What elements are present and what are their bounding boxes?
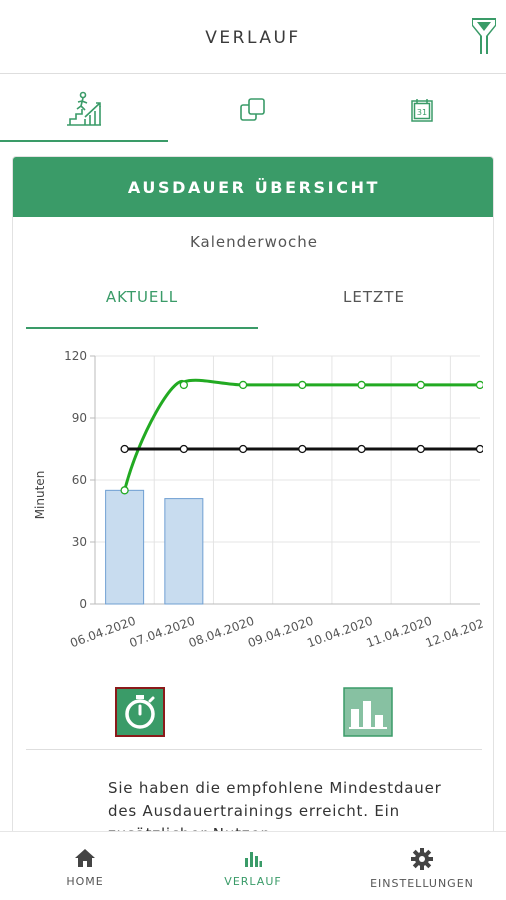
- page-title: VERLAUF: [205, 28, 301, 48]
- segment-current[interactable]: AKTUELL: [26, 273, 258, 329]
- stairs-growth-icon: [67, 91, 101, 126]
- tab-overview[interactable]: [169, 75, 337, 145]
- x-tick-label: 08.04.2020: [187, 614, 256, 651]
- segment-last[interactable]: LETZTE: [343, 288, 405, 306]
- copy-squares-icon: [240, 98, 265, 121]
- data-point: [357, 380, 366, 390]
- bar-chart-icon: [245, 852, 262, 867]
- x-tick-label: 09.04.2020: [246, 614, 315, 651]
- data-point: [475, 380, 483, 390]
- bar-chart-icon: [343, 687, 393, 737]
- bar: [164, 498, 204, 605]
- bar: [105, 489, 145, 605]
- data-point: [179, 380, 188, 390]
- y-tick-label: 90: [72, 411, 87, 425]
- bottom-navigation: HOME VERLAUF EINSTELLUNGEN: [0, 831, 506, 900]
- data-point: [120, 486, 129, 495]
- card-subtitle: Kalenderwoche: [189, 233, 318, 251]
- endurance-overview-card: AUSDAUER ÜBERSICHT Kalenderwoche AKTUELL…: [12, 156, 494, 846]
- data-point: [238, 380, 248, 390]
- top-app-bar: VERLAUF: [0, 0, 506, 74]
- data-point: [238, 444, 248, 454]
- data-point: [475, 444, 483, 454]
- data-point: [120, 444, 129, 454]
- tab-progress[interactable]: [0, 75, 168, 145]
- bar-chart-button[interactable]: [343, 687, 393, 737]
- gear-icon: [411, 848, 433, 870]
- tab-calendar[interactable]: 31: [338, 75, 506, 145]
- y-tick-label: 0: [79, 597, 87, 611]
- data-point: [357, 444, 366, 454]
- x-tick-label: 06.04.2020: [68, 614, 137, 651]
- nav-settings[interactable]: EINSTELLUNGEN: [356, 832, 488, 900]
- stopwatch-button[interactable]: [115, 687, 165, 737]
- data-point: [298, 444, 307, 454]
- nav-verlauf-label: VERLAUF: [224, 875, 282, 888]
- calendar-number: 31: [417, 108, 427, 117]
- nav-home[interactable]: HOME: [40, 832, 130, 900]
- calendar-icon: 31: [411, 99, 433, 122]
- card-title: AUSDAUER ÜBERSICHT: [127, 177, 381, 197]
- x-tick-label: 12.04.2020: [424, 614, 483, 651]
- y-tick-label: 120: [64, 349, 87, 363]
- home-icon: [75, 849, 95, 867]
- data-point: [298, 380, 307, 390]
- nav-settings-label: EINSTELLUNGEN: [370, 877, 474, 890]
- icon-tab-bar: 31: [0, 75, 506, 145]
- y-axis-label: Minuten: [33, 471, 47, 520]
- data-point: [179, 444, 188, 454]
- x-tick-label: 11.04.2020: [364, 614, 433, 651]
- y-tick-label: 30: [72, 535, 87, 549]
- data-point: [416, 380, 425, 390]
- series-line: [123, 378, 480, 491]
- x-tick-label: 07.04.2020: [128, 614, 197, 651]
- active-tab-indicator: [0, 140, 168, 142]
- nav-home-label: HOME: [66, 875, 104, 888]
- x-tick-label: 10.04.2020: [305, 614, 374, 651]
- data-point: [416, 444, 425, 454]
- y-tick-label: 60: [72, 473, 87, 487]
- brand-logo-icon: [472, 18, 496, 54]
- divider: [26, 749, 482, 750]
- card-header: AUSDAUER ÜBERSICHT: [13, 157, 493, 217]
- endurance-chart: 0 30 60 90 120 Minuten 06.04.202007.04.202008.…: [33, 349, 483, 651]
- nav-verlauf[interactable]: VERLAUF: [208, 832, 298, 900]
- stopwatch-icon: [115, 687, 165, 737]
